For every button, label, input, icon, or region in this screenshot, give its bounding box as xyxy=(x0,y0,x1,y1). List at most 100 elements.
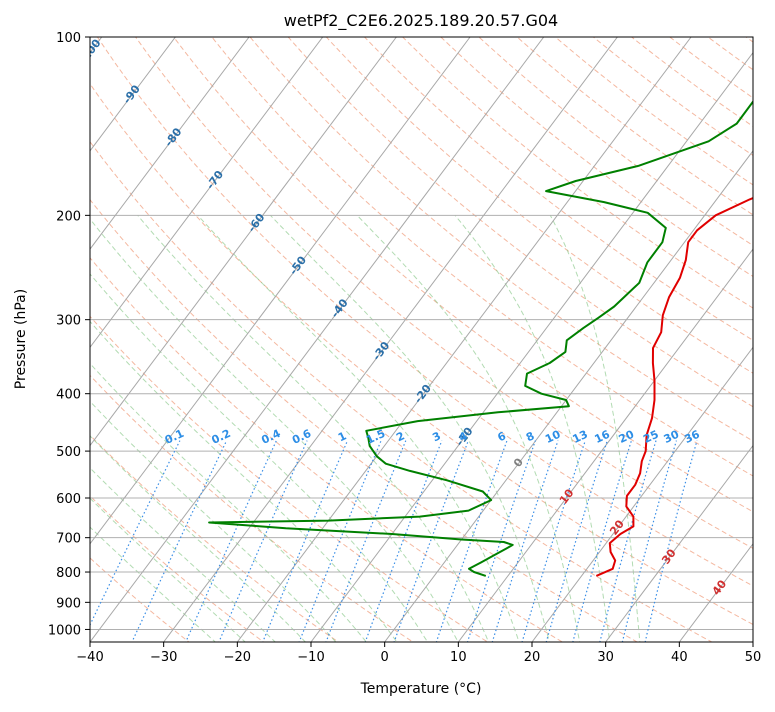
mixing-ratio-line xyxy=(361,441,442,654)
isotherm-label: -90 xyxy=(121,82,144,106)
mixing-ratio-label: 36 xyxy=(682,428,702,446)
mixing-ratio-label: 20 xyxy=(617,428,637,446)
dry-adiabats xyxy=(0,10,775,654)
isotherm xyxy=(90,37,544,642)
isotherm-label: -70 xyxy=(204,168,227,192)
mixing-ratio-line xyxy=(433,441,508,654)
x-tick-label: 50 xyxy=(745,650,762,665)
dry-adiabat xyxy=(302,10,775,654)
isotherm xyxy=(385,37,775,642)
x-tick-label: −10 xyxy=(297,650,324,665)
dry-adiabat xyxy=(747,10,775,654)
mixing-ratio-label: 3 xyxy=(430,429,442,444)
dry-adiabat xyxy=(6,10,734,654)
isotherm xyxy=(237,37,691,642)
y-tick-label: 300 xyxy=(56,314,81,329)
mixing-ratio-label: 25 xyxy=(641,428,660,446)
isotherm-label: -50 xyxy=(287,253,310,277)
x-tick-label: 10 xyxy=(450,650,467,665)
y-tick-label: 600 xyxy=(56,492,81,507)
temperature-line xyxy=(596,37,775,576)
dry-adiabat xyxy=(635,10,775,654)
isotherm xyxy=(0,37,249,642)
x-tick-label: 30 xyxy=(597,650,614,665)
isotherm-label: 10 xyxy=(557,486,577,506)
dry-adiabat xyxy=(487,10,775,654)
isotherm-label: 0 xyxy=(511,455,526,469)
isotherm xyxy=(0,37,323,642)
dry-adiabat xyxy=(339,10,775,654)
mixing-ratio-line xyxy=(258,441,348,654)
dry-adiabat xyxy=(0,10,356,654)
mixing-ratio-label: 0.6 xyxy=(290,427,313,447)
y-axis-label: Pressure (hPa) xyxy=(13,289,29,389)
mixing-ratio-label: 16 xyxy=(593,428,613,446)
dry-adiabat xyxy=(0,10,507,654)
dry-adiabat xyxy=(0,10,583,654)
mixing-ratio-line xyxy=(570,441,632,654)
x-tick-label: 40 xyxy=(671,650,688,665)
isotherm-label: 20 xyxy=(607,517,627,537)
isotherms xyxy=(0,37,775,642)
y-tick-label: 400 xyxy=(56,388,81,403)
mixing-ratio-line xyxy=(543,441,607,654)
dry-adiabat xyxy=(228,10,775,654)
isotherm xyxy=(679,37,775,642)
mixing-ratio-label: 0.4 xyxy=(259,427,282,447)
mixing-ratio-line xyxy=(597,441,656,654)
mixing-ratio-label: 13 xyxy=(571,428,590,446)
isotherm-label: -20 xyxy=(412,382,435,406)
dry-adiabat xyxy=(413,10,775,654)
y-tick-label: 200 xyxy=(56,209,81,224)
sounding-series xyxy=(209,37,775,576)
y-tick-label: 700 xyxy=(56,532,81,547)
isotherm-label: 40 xyxy=(710,577,730,597)
isotherm xyxy=(164,37,618,642)
dry-adiabat xyxy=(191,10,775,654)
y-tick-label: 900 xyxy=(56,596,81,611)
mixing-ratio-line xyxy=(181,441,277,654)
mixing-ratio-line xyxy=(464,441,536,654)
isotherm xyxy=(458,37,775,642)
isotherm xyxy=(16,37,470,642)
mixing-ratio-lines xyxy=(76,441,697,654)
moist-adiabat xyxy=(7,215,405,654)
y-tick-label: 500 xyxy=(56,445,81,460)
dry-adiabat xyxy=(154,10,775,654)
x-tick-label: −30 xyxy=(150,650,177,665)
chart-title: wetPf2_C2E6.2025.189.20.57.G04 xyxy=(284,11,558,31)
mixing-ratio-label: 0.1 xyxy=(163,427,186,447)
mixing-ratio-line xyxy=(642,441,697,654)
isotherm xyxy=(0,37,396,642)
plot-area: -100-90-80-70-60-50-40-30-20-10010203040… xyxy=(0,10,775,654)
isotherm xyxy=(311,37,765,642)
y-tick-label: 800 xyxy=(56,566,81,581)
x-tick-label: 20 xyxy=(524,650,541,665)
isotherm-label: -60 xyxy=(245,211,268,235)
isotherm-label: 30 xyxy=(659,546,679,566)
mixing-ratio-label: 30 xyxy=(662,428,682,446)
isotherm xyxy=(753,37,775,642)
y-tick-label: 100 xyxy=(56,31,81,46)
dewpoint-line xyxy=(209,37,775,576)
isotherm-label: -30 xyxy=(370,339,393,363)
mixing-ratio-line xyxy=(127,441,227,654)
pressure-gridlines xyxy=(90,37,753,629)
y-tick-label: 1000 xyxy=(48,623,81,638)
x-tick-label: −40 xyxy=(76,650,103,665)
dry-adiabat xyxy=(265,10,775,654)
plot-frame xyxy=(90,37,753,642)
dry-adiabat xyxy=(0,10,280,654)
x-tick-label: 0 xyxy=(381,650,389,665)
dry-adiabat xyxy=(524,10,775,654)
y-axis: 100 200 300 400 500 600 700 800 900 1000 xyxy=(48,31,90,638)
mixing-ratio-label: 2 xyxy=(394,429,406,444)
mixing-ratio-line xyxy=(295,441,382,654)
dry-adiabat xyxy=(0,10,431,654)
x-axis-label: Temperature (°C) xyxy=(360,681,482,697)
dry-adiabat xyxy=(672,10,775,654)
mixing-ratio-label: 0.2 xyxy=(210,427,233,447)
moist-adiabat xyxy=(138,215,494,654)
